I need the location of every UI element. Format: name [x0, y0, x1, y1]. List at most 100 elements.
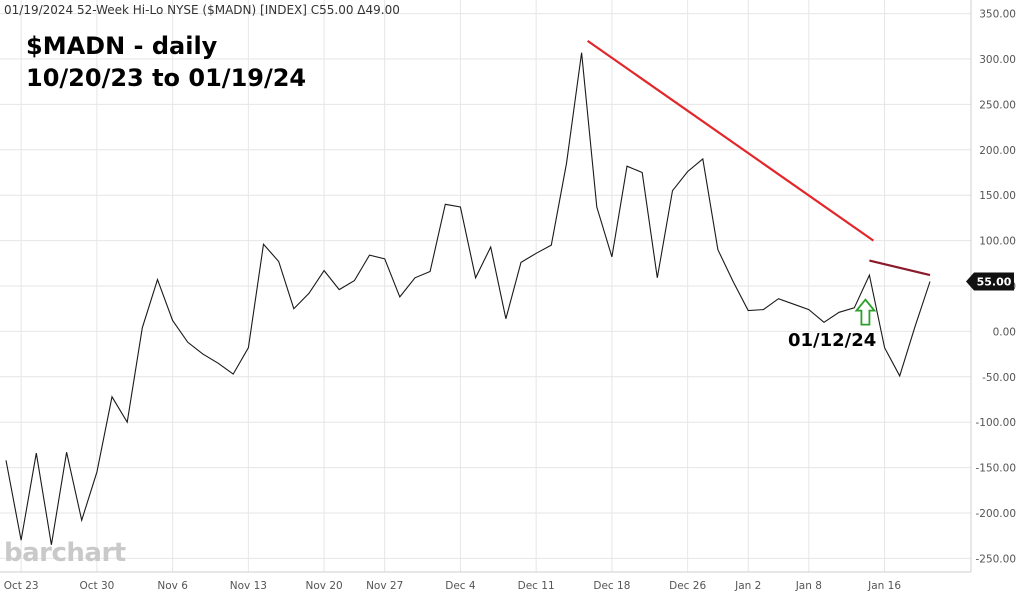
y-tick-label: 100.00 — [979, 236, 1016, 248]
data-point — [792, 303, 794, 305]
data-point — [520, 261, 522, 263]
barchart-watermark: barchart — [4, 538, 126, 568]
x-tick-label: Nov 6 — [157, 580, 188, 592]
data-point — [914, 326, 916, 328]
data-point — [702, 158, 704, 160]
y-tick-label: 250.00 — [979, 99, 1016, 111]
y-tick-label: -50.00 — [982, 372, 1016, 384]
data-point — [277, 260, 279, 262]
trendline — [586, 39, 875, 242]
data-point — [126, 421, 128, 423]
y-tick-label: -200.00 — [975, 508, 1016, 520]
y-tick-label: 150.00 — [979, 190, 1016, 202]
arrow-shape — [854, 298, 877, 326]
data-point — [353, 279, 355, 281]
data-point — [459, 206, 461, 208]
x-tick-label: Dec 26 — [669, 580, 706, 592]
data-point — [368, 254, 370, 256]
data-point — [671, 189, 673, 191]
y-tick-label: 300.00 — [979, 54, 1016, 66]
x-tick-label: Jan 2 — [734, 580, 761, 592]
x-tick-label: Oct 23 — [4, 580, 39, 592]
data-point — [535, 252, 537, 254]
x-tick-label: Jan 16 — [867, 580, 901, 592]
data-point — [202, 353, 204, 355]
x-tick-label: Dec 11 — [518, 580, 555, 592]
data-point — [293, 307, 295, 309]
data-point — [641, 171, 643, 173]
data-point — [5, 459, 7, 461]
data-point — [823, 321, 825, 323]
data-point — [338, 288, 340, 290]
x-tick-label: Oct 30 — [79, 580, 114, 592]
data-point — [474, 277, 476, 279]
series-line — [5, 52, 931, 545]
data-point — [429, 270, 431, 272]
data-point — [656, 277, 658, 279]
chart-header: 01/19/2024 52-Week Hi-Lo NYSE ($MADN) [I… — [4, 3, 400, 17]
date-annotation: 01/12/24 — [788, 330, 877, 351]
data-point — [65, 451, 67, 453]
x-axis-ticks: Oct 23 Oct 30 Nov 6 Nov 13 Nov 20 Nov 27 Dec 4… — [4, 580, 902, 592]
data-point — [414, 277, 416, 279]
x-tick-label: Dec 4 — [445, 580, 476, 592]
up-arrow-icon — [854, 298, 877, 326]
y-tick-label: 0.00 — [993, 326, 1016, 338]
data-point — [505, 317, 507, 319]
data-point — [747, 309, 749, 311]
data-point — [808, 308, 810, 310]
data-point — [323, 269, 325, 271]
data-point — [899, 375, 901, 377]
data-point — [777, 298, 779, 300]
horizontal-gridlines — [0, 13, 971, 559]
data-point — [611, 256, 613, 258]
y-tick-label: -100.00 — [975, 417, 1016, 429]
data-points — [5, 51, 931, 546]
y-tick-label: -250.00 — [975, 553, 1016, 565]
last-price-tag: 55.00 — [966, 272, 1014, 291]
data-point — [96, 471, 98, 473]
x-tick-label: Nov 27 — [366, 580, 403, 592]
title-line-2: 10/20/23 to 01/19/24 — [26, 64, 307, 92]
data-point — [156, 278, 158, 280]
data-point — [717, 248, 719, 250]
data-point — [762, 308, 764, 310]
data-point — [580, 51, 582, 53]
data-point — [686, 170, 688, 172]
data-point — [171, 319, 173, 321]
data-point — [596, 206, 598, 208]
data-point — [490, 246, 492, 248]
x-tick-label: Nov 20 — [305, 580, 342, 592]
y-tick-label: 200.00 — [979, 145, 1016, 157]
data-point — [444, 203, 446, 205]
data-point — [626, 165, 628, 167]
x-tick-label: Dec 18 — [593, 580, 630, 592]
y-tick-label: -150.00 — [975, 463, 1016, 475]
data-point — [187, 341, 189, 343]
price-tag-bg — [966, 272, 1014, 291]
data-point — [111, 396, 113, 398]
data-point — [383, 258, 385, 260]
data-point — [308, 292, 310, 294]
last-price-label: 55.00 — [977, 275, 1012, 288]
data-point — [565, 162, 567, 164]
data-point — [81, 519, 83, 521]
data-point — [929, 280, 931, 282]
x-tick-label: Nov 13 — [230, 580, 267, 592]
vertical-gridlines — [20, 0, 886, 572]
data-point — [732, 280, 734, 282]
data-point — [399, 296, 401, 298]
data-point — [883, 347, 885, 349]
y-tick-label: 350.00 — [979, 9, 1016, 21]
data-point — [35, 452, 37, 454]
x-tick-label: Jan 8 — [795, 580, 822, 592]
chart-title: $MADN - daily 10/20/23 to 01/19/24 — [26, 30, 306, 94]
data-point — [838, 311, 840, 313]
data-point — [232, 373, 234, 375]
data-point — [217, 362, 219, 364]
data-point — [141, 327, 143, 329]
data-point — [853, 307, 855, 309]
data-point — [550, 244, 552, 246]
data-point — [247, 347, 249, 349]
